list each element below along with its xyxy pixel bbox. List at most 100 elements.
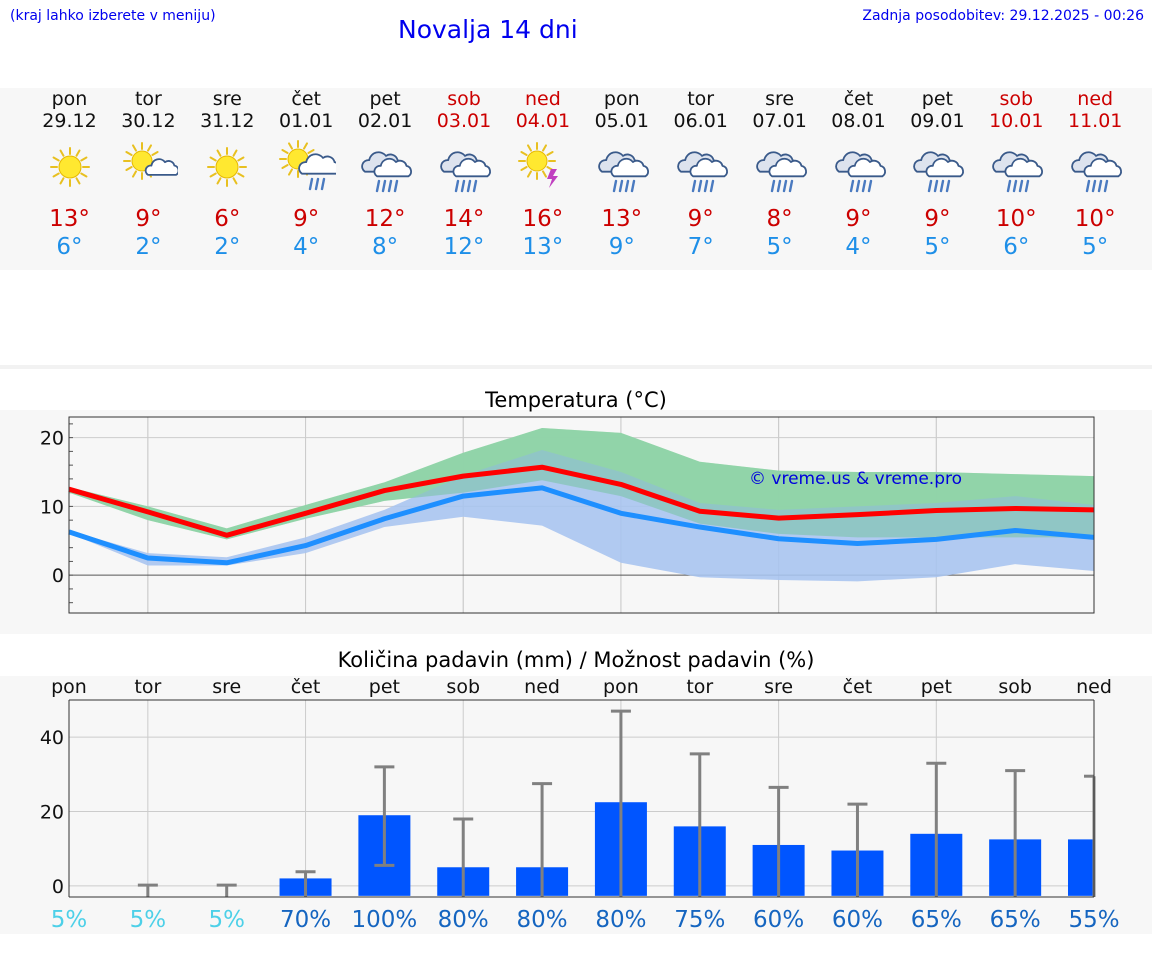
- forecast-days: pon 29.12 13° 6° tor 30.12 9° 2° sre 31.12 6° 2° čet…: [30, 88, 1134, 263]
- max-temp-range-overlap: [69, 428, 1094, 540]
- temp-max: 16°: [522, 206, 564, 232]
- sun-cloud-icon: [123, 142, 179, 180]
- min-temp-line: [68, 485, 1095, 566]
- temp-max: 9°: [293, 206, 320, 232]
- max-temp-line: [68, 464, 1095, 538]
- x-tick-label: tor: [134, 676, 161, 698]
- min-temp-range-band: [69, 450, 1094, 582]
- temp-min: 2°: [214, 234, 241, 260]
- y-tick-label: 0: [52, 876, 64, 898]
- temperature-chart: 20 10 0 © vreme.us & vreme.pro: [40, 416, 1095, 614]
- day-column: čet 01.01 9° 4°: [267, 88, 346, 261]
- x-tick-label: sob: [998, 676, 1032, 698]
- day-column: pon 05.01 13° 9°: [582, 88, 661, 261]
- temp-max: 6°: [214, 206, 241, 232]
- temp-min: 7°: [687, 234, 714, 260]
- temp-max: 8°: [766, 206, 793, 232]
- temp-max: 9°: [135, 206, 162, 232]
- day-name: sob: [999, 88, 1034, 110]
- x-tick-label: tor: [686, 676, 713, 698]
- plot-frame: [68, 416, 1095, 614]
- precipitation-chart: 40 20 0 pon 5% tor 5% sre 5% čet 70% pet 100% sob 80% n…: [40, 676, 1120, 933]
- precip-probability: 65%: [911, 907, 962, 933]
- precip-probability: 60%: [753, 907, 804, 933]
- temp-max: 14°: [443, 206, 485, 232]
- day-name: sre: [765, 88, 795, 110]
- precip-bar: [1068, 839, 1094, 896]
- cloud-rain-icon: [834, 151, 886, 193]
- temp-max: 9°: [845, 206, 872, 232]
- y-tick-label: 10: [40, 496, 64, 518]
- day-name: pet: [921, 88, 953, 110]
- precip-probability: 70%: [280, 907, 331, 933]
- precip-probability: 65%: [990, 907, 1041, 933]
- day-name: ned: [524, 88, 561, 110]
- day-column: tor 30.12 9° 2°: [109, 88, 188, 261]
- temp-min: 5°: [766, 234, 793, 260]
- forecast-panel: [0, 88, 1152, 270]
- day-date: 29.12: [42, 110, 97, 132]
- temp-min: 4°: [845, 234, 872, 260]
- day-date: 04.01: [515, 110, 571, 132]
- day-column: sob 03.01 14° 12°: [425, 88, 504, 261]
- day-column: ned 11.01 10° 5°: [1056, 88, 1135, 261]
- x-tick-label: sre: [212, 676, 241, 698]
- precip-probability: 60%: [832, 907, 883, 933]
- temp-min: 4°: [293, 234, 320, 260]
- day-date: 07.01: [752, 110, 807, 132]
- precip-probability: 5%: [208, 907, 245, 933]
- day-column: sob 10.01 10° 6°: [977, 88, 1056, 261]
- cloud-rain-icon: [992, 151, 1044, 193]
- temp-max: 10°: [1074, 206, 1116, 232]
- sun-icon: [207, 147, 248, 187]
- precip-probability: 80%: [517, 907, 568, 933]
- day-date: 01.01: [278, 110, 334, 132]
- x-tick-label: sob: [446, 676, 480, 698]
- divider: [0, 365, 1152, 369]
- temp-min: 2°: [135, 234, 162, 260]
- day-column: sre 31.12 6° 2°: [188, 88, 267, 261]
- cloud-rain-icon: [676, 151, 728, 193]
- temp-min: 6°: [56, 234, 83, 260]
- day-column: ned 04.01 16° 13°: [503, 88, 582, 261]
- x-tick-label: pon: [603, 676, 639, 698]
- precip-probability: 55%: [1068, 907, 1119, 933]
- x-tick-label: pet: [369, 676, 400, 698]
- x-tick-label: pon: [51, 676, 87, 698]
- x-tick-label: pet: [921, 676, 952, 698]
- cloud-rain-icon: [361, 151, 413, 193]
- cloud-rain-icon: [598, 151, 649, 193]
- location-menu-hint[interactable]: (kraj lahko izberete v meniju): [10, 8, 216, 24]
- cloud-rain-icon: [440, 151, 491, 193]
- y-tick-label: 40: [40, 727, 64, 749]
- day-date: 05.01: [594, 110, 649, 132]
- day-name: ned: [1077, 88, 1114, 110]
- last-update: Zadnja posodobitev: 29.12.2025 - 00:26: [862, 8, 1144, 24]
- precip-probability: 5%: [51, 907, 88, 933]
- day-date: 30.12: [121, 110, 176, 132]
- day-date: 10.01: [989, 110, 1044, 132]
- temp-max: 10°: [995, 206, 1037, 232]
- temp-min: 8°: [372, 234, 399, 260]
- temp-max: 13°: [601, 206, 643, 232]
- temp-max: 12°: [364, 206, 406, 232]
- precip-probability: 100%: [352, 907, 418, 933]
- cloud-rain-icon: [755, 151, 807, 193]
- temp-max: 9°: [687, 206, 714, 232]
- precip-probability: 80%: [595, 907, 646, 933]
- day-column: tor 06.01 9° 7°: [661, 88, 740, 261]
- temp-min: 12°: [443, 234, 485, 260]
- day-name: pon: [51, 88, 88, 110]
- day-name: sob: [447, 88, 481, 110]
- temp-min: 9°: [608, 234, 635, 260]
- day-name: pet: [369, 88, 401, 110]
- y-tick-label: 20: [40, 802, 64, 824]
- day-column: sre 07.01 8° 5°: [740, 88, 819, 261]
- temp-max: 9°: [924, 206, 951, 232]
- temperature-chart-title: Temperatura (°C): [485, 388, 667, 412]
- x-tick-label: ned: [1076, 676, 1112, 698]
- temp-min: 13°: [522, 234, 564, 260]
- day-date: 09.01: [910, 110, 965, 132]
- precipitation-chart-title: Količina padavin (mm) / Možnost padavin …: [337, 648, 815, 672]
- day-date: 06.01: [673, 110, 728, 132]
